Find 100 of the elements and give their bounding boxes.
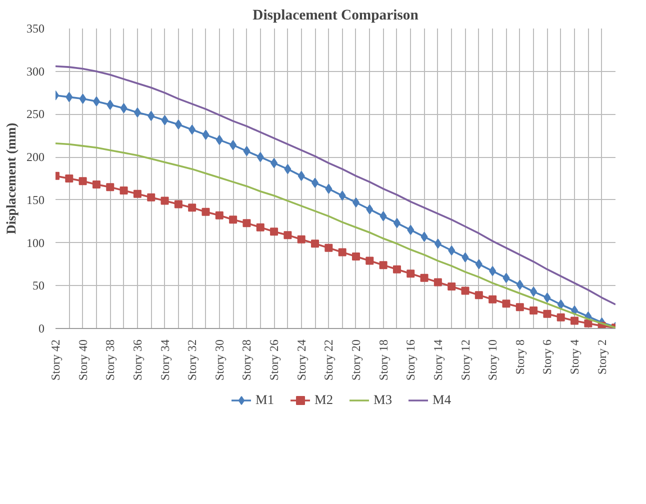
point bbox=[160, 196, 169, 205]
point bbox=[324, 244, 333, 252]
point bbox=[297, 235, 306, 244]
point bbox=[325, 184, 332, 194]
point bbox=[284, 231, 292, 240]
point bbox=[92, 96, 100, 106]
point bbox=[366, 204, 374, 214]
x-tick-label: Story 32 bbox=[185, 339, 200, 381]
point bbox=[216, 134, 223, 145]
point bbox=[256, 223, 264, 232]
point bbox=[338, 248, 346, 256]
y-tick-label: 0 bbox=[38, 322, 44, 336]
x-tick-label: Story 10 bbox=[486, 339, 500, 381]
y-tick-label: 100 bbox=[26, 236, 44, 250]
legend-label: M4 bbox=[432, 392, 452, 408]
point bbox=[516, 280, 524, 290]
point bbox=[434, 278, 442, 286]
point bbox=[174, 120, 182, 130]
point bbox=[570, 316, 579, 325]
point bbox=[556, 313, 565, 322]
point bbox=[352, 252, 360, 260]
legend-label: M1 bbox=[256, 392, 276, 408]
point bbox=[488, 295, 497, 304]
point bbox=[448, 246, 456, 256]
point bbox=[215, 211, 224, 220]
point bbox=[230, 140, 237, 150]
point bbox=[134, 108, 141, 118]
point bbox=[298, 170, 305, 181]
point bbox=[133, 190, 142, 198]
line-series bbox=[56, 142, 616, 328]
point bbox=[66, 92, 73, 102]
point bbox=[284, 164, 292, 174]
point bbox=[311, 240, 320, 248]
y-tick-label: 50 bbox=[32, 278, 44, 293]
y-axis-title: Displacement (mm) bbox=[4, 122, 18, 234]
point bbox=[379, 261, 388, 270]
x-tick-label: Story 34 bbox=[158, 339, 172, 381]
x-tick-label: Story 24 bbox=[294, 339, 308, 381]
point bbox=[106, 100, 114, 110]
point bbox=[557, 300, 564, 310]
point bbox=[243, 146, 250, 156]
x-tick-label: Story 2 bbox=[594, 339, 609, 375]
point bbox=[502, 300, 510, 308]
point bbox=[434, 238, 442, 249]
point bbox=[312, 178, 319, 188]
point bbox=[380, 211, 387, 222]
x-tick-label: Story 42 bbox=[48, 339, 62, 381]
point bbox=[78, 177, 87, 186]
point bbox=[120, 103, 128, 114]
line-series bbox=[56, 65, 616, 306]
point bbox=[256, 152, 264, 162]
x-tick-label: Story 26 bbox=[267, 339, 282, 381]
x-tick-label: Story 20 bbox=[348, 339, 363, 381]
point bbox=[338, 190, 346, 201]
x-tick-label: Story 8 bbox=[512, 339, 527, 375]
point bbox=[229, 216, 238, 224]
point bbox=[393, 218, 400, 228]
x-tick-label: Story 38 bbox=[103, 339, 118, 381]
point bbox=[530, 286, 538, 297]
x-tick-label: Story 4 bbox=[568, 339, 582, 375]
point bbox=[120, 186, 128, 194]
point bbox=[474, 291, 483, 300]
y-tick-label: 200 bbox=[26, 150, 44, 164]
x-tick-label: Story 12 bbox=[458, 339, 472, 381]
point bbox=[516, 303, 524, 312]
point bbox=[242, 219, 251, 228]
legend-label: M2 bbox=[314, 392, 334, 408]
point bbox=[92, 180, 100, 188]
x-tick-label: Story 18 bbox=[376, 339, 390, 381]
point bbox=[202, 130, 210, 140]
x-tick-label: Story 40 bbox=[76, 339, 90, 381]
point bbox=[544, 292, 551, 303]
point bbox=[530, 306, 538, 314]
point bbox=[392, 265, 401, 274]
point bbox=[406, 270, 415, 278]
y-tick-label: 350 bbox=[26, 22, 44, 36]
x-tick-label: Story 22 bbox=[322, 339, 336, 381]
x-tick-label: Story 36 bbox=[130, 339, 144, 381]
point bbox=[188, 124, 196, 135]
point bbox=[352, 198, 360, 208]
x-tick-label: Story 16 bbox=[404, 339, 418, 381]
point bbox=[543, 310, 552, 318]
point bbox=[174, 200, 182, 208]
point bbox=[65, 174, 74, 182]
point bbox=[188, 204, 196, 212]
legend-label: M3 bbox=[374, 392, 394, 408]
point bbox=[106, 183, 114, 192]
x-tick-label: Story 14 bbox=[430, 339, 445, 381]
point bbox=[420, 232, 428, 242]
chart-title: Displacement Comparison bbox=[252, 8, 418, 24]
point bbox=[502, 272, 510, 283]
point bbox=[407, 224, 414, 235]
point bbox=[270, 158, 278, 168]
y-tick-label: 250 bbox=[26, 107, 44, 122]
point bbox=[147, 193, 156, 202]
point bbox=[462, 252, 469, 262]
point bbox=[270, 228, 278, 236]
point bbox=[448, 282, 456, 290]
point bbox=[79, 94, 86, 104]
x-tick-label: Story 30 bbox=[212, 339, 226, 381]
